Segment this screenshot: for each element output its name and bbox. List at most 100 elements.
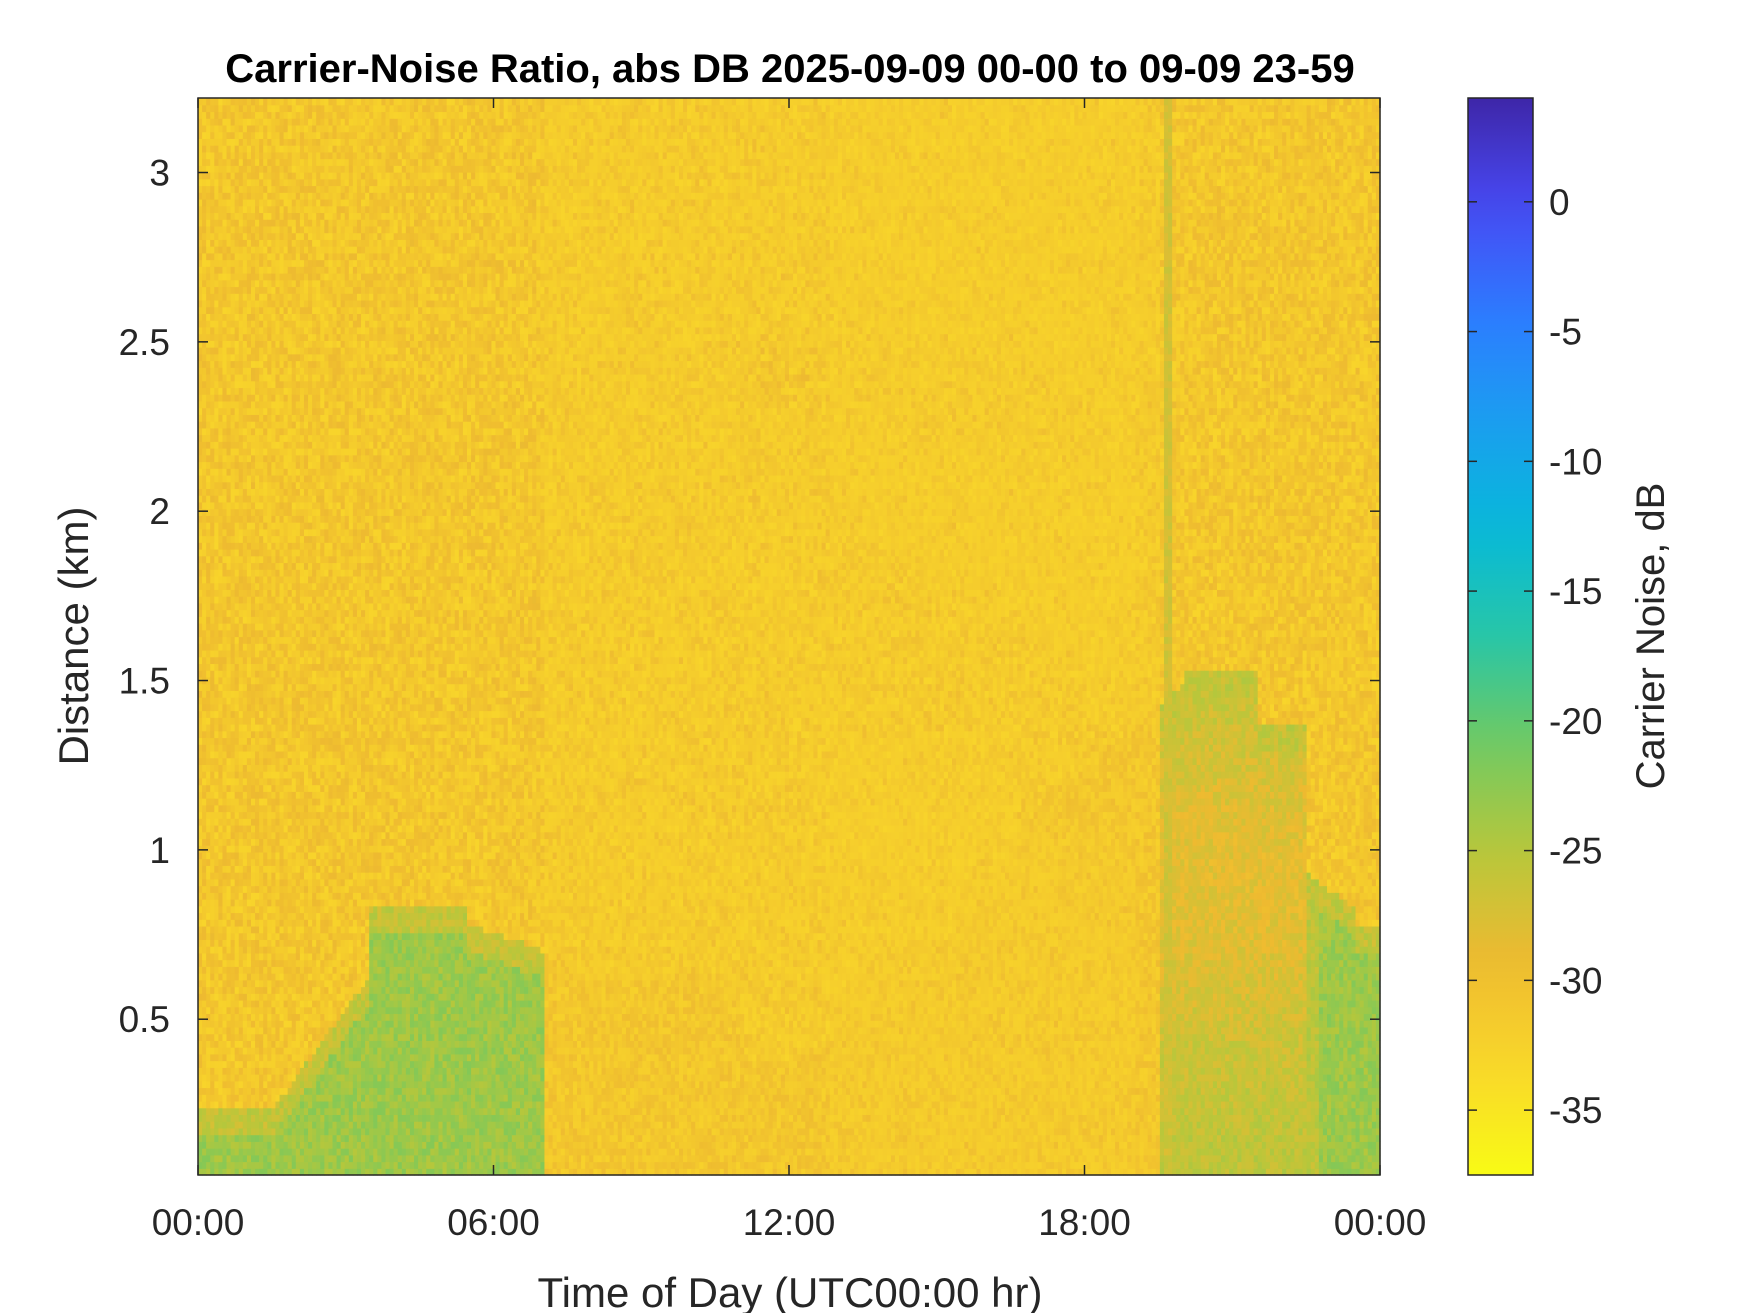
heatmap-cell <box>222 1034 227 1041</box>
heatmap-cell <box>206 596 211 603</box>
heatmap-cell <box>210 731 215 738</box>
heatmap-cell <box>235 1034 240 1041</box>
heatmap-cell <box>202 266 207 273</box>
heatmap-cell <box>202 98 207 105</box>
heatmap-cell <box>218 542 223 549</box>
heatmap-cell <box>231 812 236 819</box>
heatmap-cell <box>206 361 211 368</box>
heatmap-cell <box>231 1081 236 1088</box>
heatmap-cell <box>239 381 244 388</box>
heatmap-cell <box>206 461 211 468</box>
heatmap-cell <box>214 300 219 307</box>
heatmap-cell <box>206 859 211 866</box>
heatmap-cell <box>206 623 211 630</box>
heatmap-cell <box>239 690 244 697</box>
heatmap-cell <box>210 435 215 442</box>
heatmap-cell <box>210 778 215 785</box>
heatmap-cell <box>227 502 232 509</box>
heatmap-cell <box>214 650 219 657</box>
heatmap-cell <box>206 347 211 354</box>
heatmap-cell <box>235 630 240 637</box>
heatmap-cell <box>239 159 244 166</box>
heatmap-cell <box>210 260 215 267</box>
heatmap-cell <box>202 1034 207 1041</box>
heatmap-cell <box>210 758 215 765</box>
heatmap-cell <box>206 697 211 704</box>
heatmap-cell <box>218 1027 223 1034</box>
heatmap-cell <box>210 1061 215 1068</box>
heatmap-cell <box>202 320 207 327</box>
heatmap-cell <box>218 199 223 206</box>
heatmap-cell <box>202 253 207 260</box>
heatmap-cell <box>202 1148 207 1155</box>
heatmap-cell <box>202 367 207 374</box>
heatmap-cell <box>218 859 223 866</box>
heatmap-cell <box>235 697 240 704</box>
heatmap-cell <box>210 428 215 435</box>
heatmap-cell <box>218 933 223 940</box>
heatmap-cell <box>239 320 244 327</box>
heatmap-cell <box>227 307 232 314</box>
heatmap-cell <box>235 825 240 832</box>
heatmap-cell <box>239 219 244 226</box>
heatmap-cell <box>222 300 227 307</box>
heatmap-cell <box>206 408 211 415</box>
heatmap-cell <box>218 1020 223 1027</box>
heatmap-cell <box>235 583 240 590</box>
heatmap-cell <box>218 744 223 751</box>
heatmap-cell <box>231 623 236 630</box>
heatmap-cell <box>227 966 232 973</box>
heatmap-cell <box>231 1121 236 1128</box>
heatmap-cell <box>218 562 223 569</box>
heatmap-cell <box>231 751 236 758</box>
heatmap-cell <box>202 260 207 267</box>
heatmap-cell <box>218 1135 223 1142</box>
heatmap-cell <box>227 764 232 771</box>
heatmap-cell <box>214 138 219 145</box>
heatmap-cell <box>218 515 223 522</box>
heatmap-cell <box>202 1155 207 1162</box>
heatmap-cell <box>218 1054 223 1061</box>
heatmap-cell <box>210 1094 215 1101</box>
heatmap-cell <box>243 966 248 973</box>
heatmap-cell <box>243 1155 248 1162</box>
heatmap-cell <box>235 980 240 987</box>
heatmap-cell <box>222 1114 227 1121</box>
heatmap-cell <box>218 441 223 448</box>
heatmap-cell <box>206 105 211 112</box>
heatmap-cell <box>214 199 219 206</box>
heatmap-cell <box>239 711 244 718</box>
heatmap-cell <box>210 852 215 859</box>
heatmap-cell <box>222 838 227 845</box>
heatmap-cell <box>231 939 236 946</box>
heatmap-cell <box>222 138 227 145</box>
heatmap-cell <box>227 717 232 724</box>
heatmap-cell <box>214 906 219 913</box>
heatmap-cell <box>210 596 215 603</box>
heatmap-cell <box>214 589 219 596</box>
heatmap-cell <box>214 145 219 152</box>
heatmap-cell <box>214 455 219 462</box>
heatmap-cell <box>231 138 236 145</box>
heatmap-cell <box>218 717 223 724</box>
heatmap-cell <box>206 186 211 193</box>
heatmap-cell <box>235 408 240 415</box>
heatmap-cell <box>222 791 227 798</box>
heatmap-cell <box>235 899 240 906</box>
heatmap-cell <box>202 603 207 610</box>
heatmap-cell <box>202 354 207 361</box>
heatmap-cell <box>231 1027 236 1034</box>
heatmap-cell <box>206 892 211 899</box>
heatmap-cell <box>214 1148 219 1155</box>
heatmap-cell <box>239 394 244 401</box>
heatmap-cell <box>206 912 211 919</box>
heatmap-cell <box>227 327 232 334</box>
heatmap-cell <box>222 448 227 455</box>
heatmap-cell <box>202 495 207 502</box>
heatmap-cell <box>202 468 207 475</box>
heatmap-cell <box>210 118 215 125</box>
heatmap-cell <box>218 879 223 886</box>
heatmap-cell <box>210 145 215 152</box>
heatmap-cell <box>210 125 215 132</box>
heatmap-cell <box>235 1094 240 1101</box>
